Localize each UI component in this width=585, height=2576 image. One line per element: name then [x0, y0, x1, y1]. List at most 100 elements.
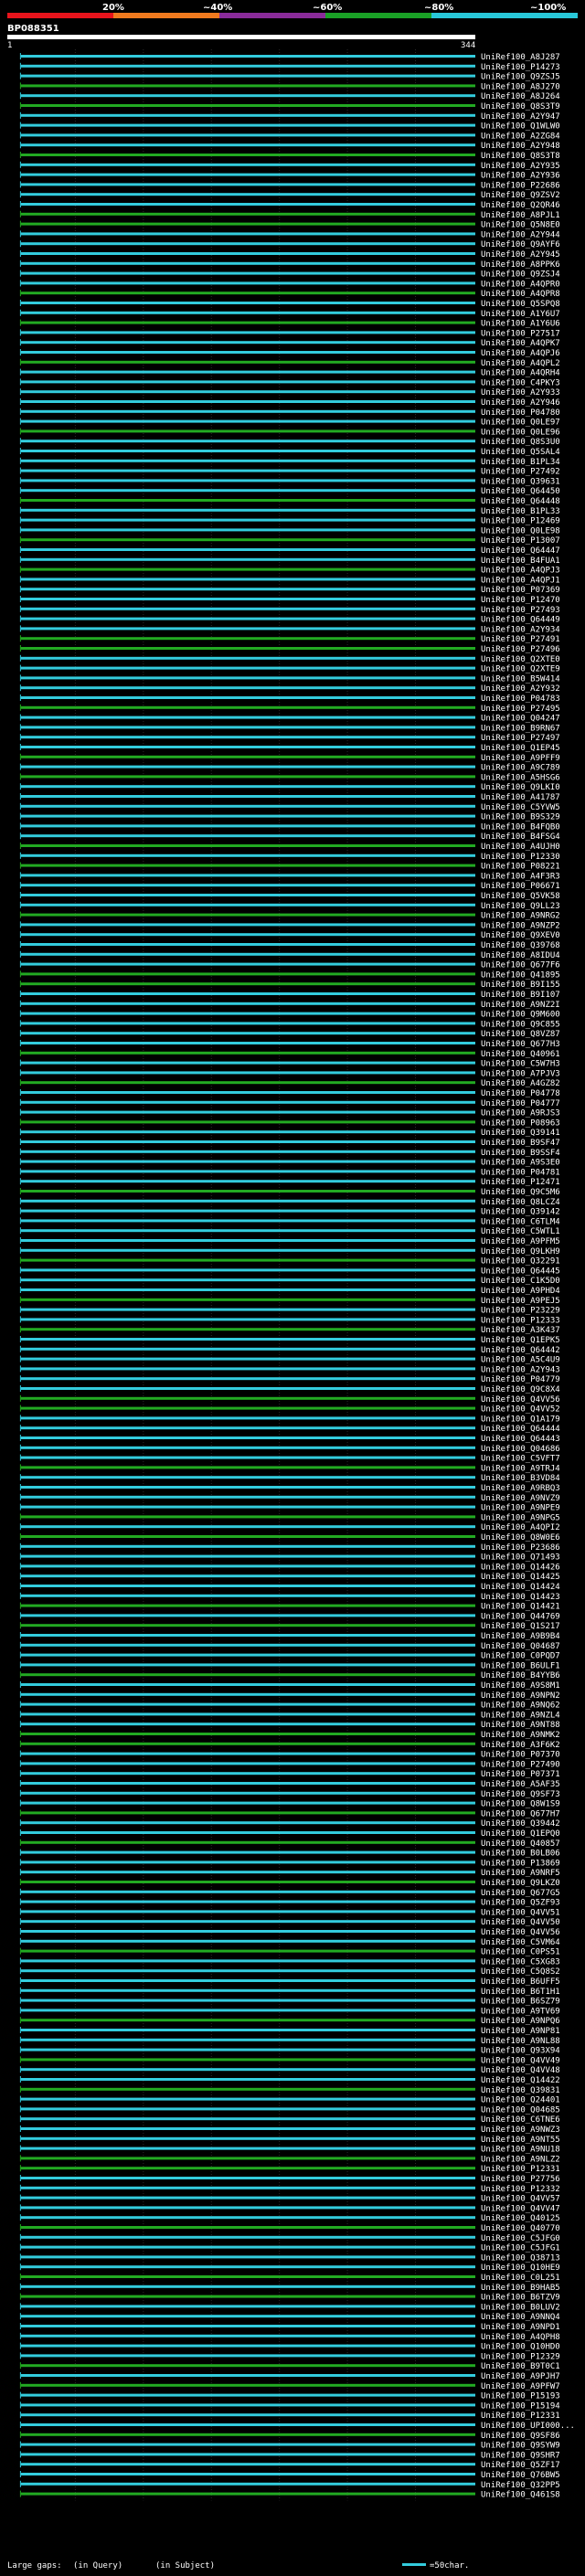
hit-label[interactable]: UniRef100_Q14426: [481, 1563, 560, 1572]
hit-label[interactable]: UniRef100_A9PFW7: [481, 2382, 560, 2391]
hit-label[interactable]: UniRef100_A9NPQ6: [481, 2017, 560, 2026]
hit-bar[interactable]: [20, 222, 475, 226]
hit-label[interactable]: UniRef100_B9I155: [481, 981, 560, 990]
hit-bar[interactable]: [20, 1850, 475, 1854]
hit-bar[interactable]: [20, 1377, 475, 1381]
hit-bar[interactable]: [20, 1061, 475, 1065]
hit-label[interactable]: UniRef100_P27756: [481, 2175, 560, 2184]
hit-bar[interactable]: [20, 528, 475, 532]
hit-bar[interactable]: [20, 2265, 475, 2269]
hit-bar[interactable]: [20, 2325, 475, 2327]
hit-bar[interactable]: [20, 1881, 475, 1883]
hit-bar[interactable]: [20, 183, 475, 186]
hit-label[interactable]: UniRef100_A4QPI2: [481, 1523, 560, 1532]
hit-label[interactable]: UniRef100_A8PJL1: [481, 211, 560, 220]
hit-label[interactable]: UniRef100_A2Y935: [481, 162, 560, 171]
hit-bar[interactable]: [20, 193, 475, 196]
hit-bar[interactable]: [20, 1733, 475, 1735]
hit-label[interactable]: UniRef100_B4YYB6: [481, 1671, 560, 1680]
hit-label[interactable]: UniRef100_Q677G5: [481, 1889, 560, 1898]
hit-label[interactable]: UniRef100_UPI000...: [481, 2422, 575, 2431]
hit-bar[interactable]: [20, 1782, 475, 1785]
hit-label[interactable]: UniRef100_A9NPN2: [481, 1691, 560, 1701]
hit-bar[interactable]: [20, 765, 475, 769]
hit-label[interactable]: UniRef100_B4FSG4: [481, 832, 560, 842]
hit-bar[interactable]: [20, 459, 475, 462]
hit-label[interactable]: UniRef100_Q4VV49: [481, 2056, 560, 2065]
hit-bar[interactable]: [20, 716, 475, 719]
hit-bar[interactable]: [20, 2374, 475, 2377]
hit-label[interactable]: UniRef100_Q8W1S9: [481, 1800, 560, 1809]
hit-label[interactable]: UniRef100_A9TRJ4: [481, 1464, 560, 1473]
hit-bar[interactable]: [20, 824, 475, 828]
hit-bar[interactable]: [20, 2177, 475, 2179]
hit-label[interactable]: UniRef100_Q2XTE0: [481, 655, 560, 664]
hit-bar[interactable]: [20, 281, 475, 285]
hit-bar[interactable]: [20, 775, 475, 779]
hit-label[interactable]: UniRef100_A9NPE9: [481, 1504, 560, 1513]
hit-label[interactable]: UniRef100_A5C4U9: [481, 1356, 560, 1365]
hit-bar[interactable]: [20, 212, 475, 216]
hit-bar[interactable]: [20, 1959, 475, 1963]
hit-bar[interactable]: [20, 2492, 475, 2496]
hit-label[interactable]: UniRef100_Q461S8: [481, 2491, 560, 2500]
hit-label[interactable]: UniRef100_A9NZ2I: [481, 1001, 560, 1010]
hit-label[interactable]: UniRef100_Q4VV47: [481, 2204, 560, 2213]
hit-bar[interactable]: [20, 676, 475, 680]
hit-bar[interactable]: [20, 173, 475, 176]
hit-label[interactable]: UniRef100_A9NNQ4: [481, 2313, 560, 2322]
hit-label[interactable]: UniRef100_Q32291: [481, 1257, 560, 1267]
hit-bar[interactable]: [20, 1762, 475, 1765]
hit-bar[interactable]: [20, 1258, 475, 1262]
hit-bar[interactable]: [20, 1426, 475, 1430]
hit-label[interactable]: UniRef100_A9NT55: [481, 2136, 560, 2145]
hit-label[interactable]: UniRef100_P13869: [481, 1859, 560, 1868]
hit-label[interactable]: UniRef100_Q9C8X4: [481, 1385, 560, 1394]
hit-label[interactable]: UniRef100_A5HSG6: [481, 773, 560, 782]
hit-bar[interactable]: [20, 1100, 475, 1104]
hit-label[interactable]: UniRef100_A4QPJ6: [481, 349, 560, 358]
hit-bar[interactable]: [20, 874, 475, 877]
hit-bar[interactable]: [20, 598, 475, 600]
hit-label[interactable]: UniRef100_Q64443: [481, 1435, 560, 1444]
hit-label[interactable]: UniRef100_Q9AYF6: [481, 240, 560, 249]
hit-label[interactable]: UniRef100_Q9LKH9: [481, 1247, 560, 1256]
hit-label[interactable]: UniRef100_B0LUV2: [481, 2303, 560, 2312]
hit-bar[interactable]: [20, 1939, 475, 1943]
hit-label[interactable]: UniRef100_Q14424: [481, 1583, 560, 1592]
hit-label[interactable]: UniRef100_P23229: [481, 1307, 560, 1316]
hit-bar[interactable]: [20, 321, 475, 324]
hit-label[interactable]: UniRef100_A3K437: [481, 1326, 560, 1335]
hit-bar[interactable]: [20, 903, 475, 906]
hit-label[interactable]: UniRef100_A4QPK7: [481, 339, 560, 348]
hit-label[interactable]: UniRef100_A9B9B4: [481, 1632, 560, 1641]
hit-bar[interactable]: [20, 1723, 475, 1726]
hit-bar[interactable]: [20, 113, 475, 117]
hit-label[interactable]: UniRef100_Q64445: [481, 1267, 560, 1276]
hit-label[interactable]: UniRef100_B6T1H1: [481, 1988, 560, 1997]
hit-label[interactable]: UniRef100_Q1WLW0: [481, 122, 560, 132]
hit-bar[interactable]: [20, 55, 475, 58]
hit-bar[interactable]: [20, 2136, 475, 2140]
hit-label[interactable]: UniRef100_Q40857: [481, 1839, 560, 1849]
hit-bar[interactable]: [20, 1742, 475, 1745]
hit-label[interactable]: UniRef100_P15193: [481, 2392, 560, 2401]
hit-label[interactable]: UniRef100_Q38713: [481, 2253, 560, 2263]
hit-label[interactable]: UniRef100_Q1EP45: [481, 744, 560, 753]
hit-bar[interactable]: [20, 2453, 475, 2456]
hit-bar[interactable]: [20, 1012, 475, 1015]
hit-bar[interactable]: [20, 2403, 475, 2407]
hit-label[interactable]: UniRef100_C5JFG1: [481, 2244, 560, 2253]
hit-bar[interactable]: [20, 538, 475, 542]
hit-label[interactable]: UniRef100_C5JFG0: [481, 2234, 560, 2243]
hit-bar[interactable]: [20, 1446, 475, 1449]
hit-label[interactable]: UniRef100_B9SF47: [481, 1139, 560, 1148]
hit-bar[interactable]: [20, 1604, 475, 1607]
hit-bar[interactable]: [20, 242, 475, 246]
hit-bar[interactable]: [20, 1535, 475, 1538]
hit-bar[interactable]: [20, 1071, 475, 1075]
hit-label[interactable]: UniRef100_Q0LE97: [481, 419, 560, 428]
hit-label[interactable]: UniRef100_A9S8M1: [481, 1681, 560, 1691]
hit-label[interactable]: UniRef100_P04783: [481, 694, 560, 704]
hit-bar[interactable]: [20, 637, 475, 641]
